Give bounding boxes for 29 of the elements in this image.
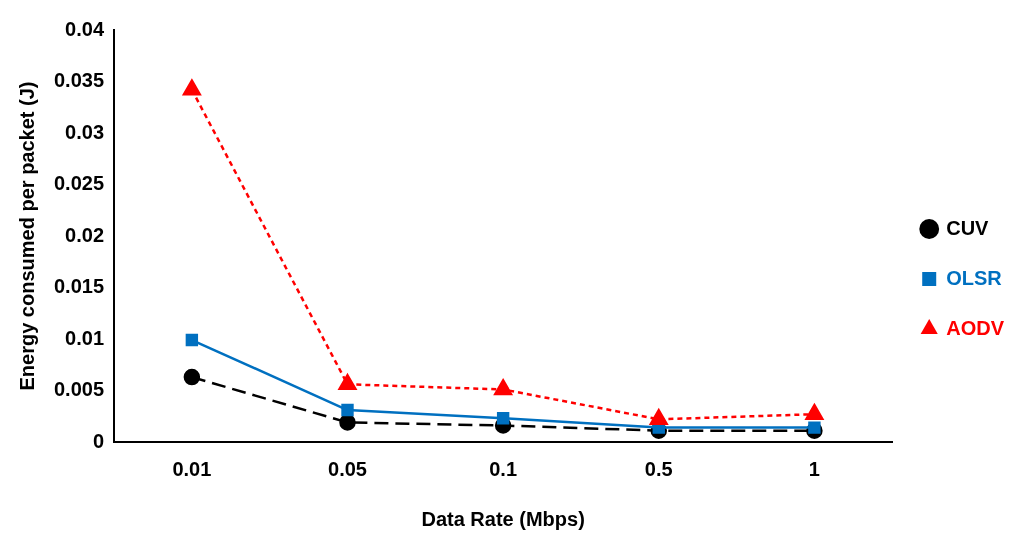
x-tick-label: 0.5 — [644, 457, 673, 480]
legend-label: OLSR — [946, 266, 1003, 289]
point — [183, 368, 201, 386]
y-tick-label: 0.03 — [65, 120, 105, 143]
y-tick-label: 0.025 — [53, 172, 105, 195]
y-tick-label: 0.01 — [65, 326, 105, 349]
legend-label: AODV — [946, 316, 1005, 339]
x-tick-label: 0.01 — [172, 457, 212, 480]
x-tick-label: 0.05 — [328, 457, 367, 480]
y-axis-title: Energy consumed per packet (J) — [15, 81, 38, 391]
point — [496, 412, 510, 425]
y-tick-label: 0.015 — [53, 275, 105, 298]
y-tick-label: 0.04 — [65, 17, 105, 40]
point — [338, 374, 357, 391]
point — [339, 414, 356, 431]
x-tick-label: 1 — [808, 457, 820, 480]
y-tick-label: 0.02 — [65, 223, 105, 246]
x-axis-title: Data Rate (Mbps) — [421, 507, 585, 530]
point — [808, 421, 821, 434]
point — [185, 333, 199, 347]
y-tick-label: 0.035 — [53, 69, 105, 92]
y-tick-label: 0 — [92, 429, 105, 452]
point — [341, 403, 354, 417]
legend-label: CUV — [946, 216, 990, 239]
x-tick-label: 0.1 — [489, 457, 518, 480]
point — [494, 379, 513, 396]
point — [649, 409, 668, 426]
y-tick-label: 0.005 — [53, 378, 105, 401]
point — [182, 79, 201, 96]
